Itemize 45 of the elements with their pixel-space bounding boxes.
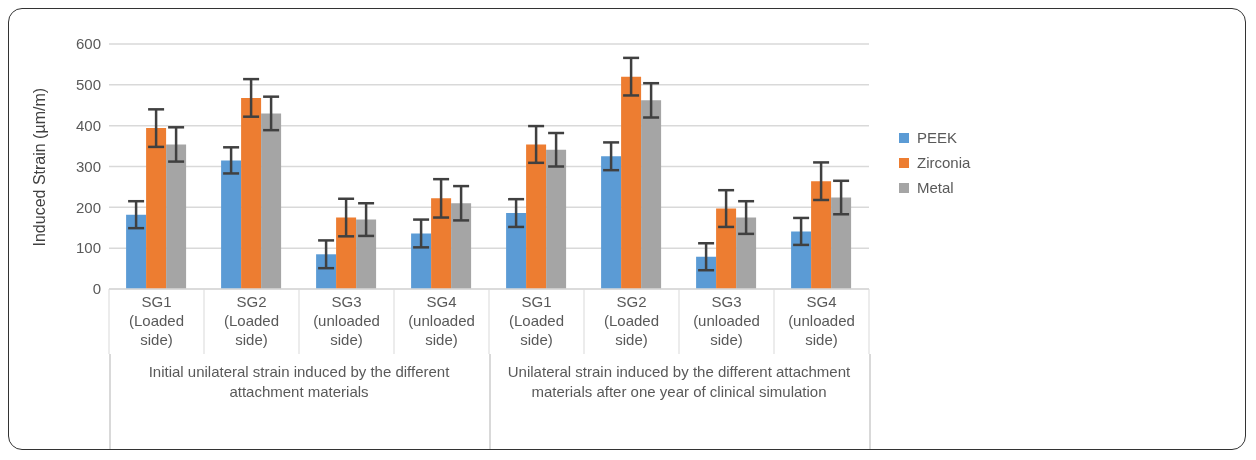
bar [811,181,832,289]
bar [641,100,662,289]
x-tick-label: SG4 (unloaded side) [788,293,855,348]
bar [791,231,812,289]
x-tick-label: SG3 (unloaded side) [313,293,380,348]
bar [621,76,642,289]
y-axis-title: Induced Strain (µm/m) [30,87,48,247]
text: Initial unilateral strain induced by the different attachment materials [147,362,451,402]
x-tick-label: SG2 (Loaded side) [603,293,660,348]
legend-label: PEEK [917,129,958,146]
x-tick-label: SG1 (Loaded side) [128,293,185,348]
text: Unilateral strain induced by the different attachment materials after one year of clinical simulation [506,362,852,402]
bar [126,214,147,289]
bar [261,113,282,289]
bar [601,156,622,289]
y-tick-label: 300 [75,157,101,175]
bar [526,144,547,289]
y-tick-label: 0 [92,280,101,298]
bar [316,254,337,289]
bar [146,128,167,289]
y-tick-label: 500 [75,76,101,94]
x-tick-label: SG4 (unloaded side) [408,293,475,348]
bar [431,198,452,289]
bar [411,233,432,289]
legend-label: Metal [917,179,954,196]
legend-label: Zirconia [917,154,971,171]
bar [696,256,717,289]
y-tick-label: 100 [75,239,101,257]
bar [356,219,377,289]
x-tick-label: SG1 (Loaded side) [508,293,565,348]
bar [221,160,242,289]
bar [451,203,472,289]
x-tick-label: SG2 (Loaded side) [223,293,280,348]
bar [716,208,737,289]
bar [166,144,187,289]
bar [506,213,527,289]
bar [241,97,262,289]
bar [831,197,852,289]
y-tick-label: 200 [75,198,101,216]
y-tick-label: 600 [75,35,101,53]
x-tick-label: SG3 (unloaded side) [693,293,760,348]
bar [546,149,567,289]
bar [736,217,757,289]
y-tick-label: 400 [75,116,101,134]
bar [336,217,357,289]
